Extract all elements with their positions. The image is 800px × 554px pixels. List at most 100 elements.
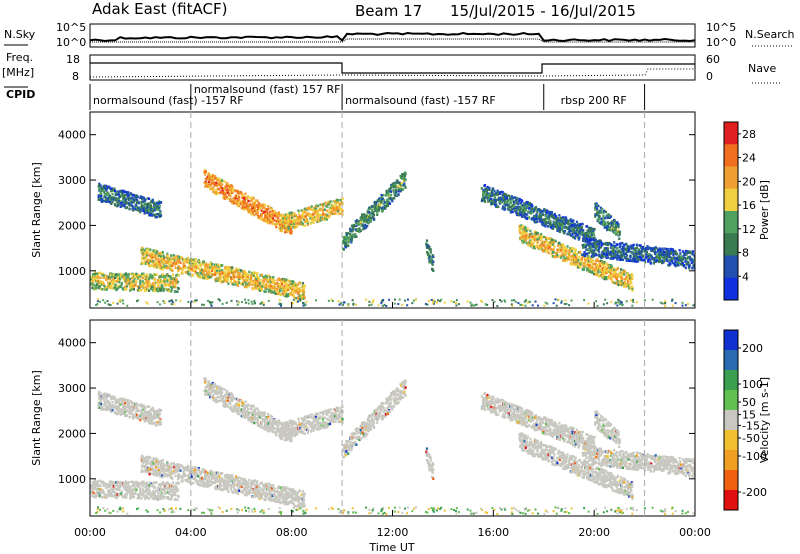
power-echo — [483, 190, 487, 193]
power-echo — [108, 185, 111, 189]
power-echo — [243, 195, 246, 199]
power-echo — [122, 190, 125, 194]
power-echo — [614, 274, 618, 277]
power-echo — [229, 268, 232, 271]
power-echo — [253, 209, 257, 213]
power-echo — [671, 250, 674, 253]
power-echo — [556, 217, 560, 220]
power-echo — [347, 240, 350, 244]
power-echo — [400, 183, 403, 187]
power-echo — [150, 253, 153, 256]
power-echo — [539, 215, 543, 218]
power-echo — [571, 232, 574, 235]
power-echo — [303, 296, 306, 300]
power-echo — [386, 201, 389, 205]
power-echo — [524, 238, 528, 241]
power-echo — [596, 244, 599, 247]
power-echo — [142, 196, 146, 200]
power-echo — [171, 269, 174, 273]
power-echo — [563, 229, 567, 233]
power-echo — [287, 214, 291, 217]
power-echo — [613, 231, 616, 234]
power-echo — [303, 284, 306, 287]
power-echo — [637, 251, 640, 255]
power-echo — [176, 290, 179, 293]
power-echo — [577, 230, 580, 233]
power-echo — [627, 276, 630, 279]
power-echo — [154, 205, 158, 208]
power-echo — [371, 215, 374, 218]
power-echo — [659, 259, 662, 263]
power-echo — [561, 252, 564, 256]
power-echo — [520, 204, 523, 207]
power-echo — [289, 226, 292, 230]
power-echo — [605, 271, 608, 275]
power-echo — [620, 248, 623, 251]
power-echo — [597, 259, 601, 263]
power-echo — [145, 279, 148, 283]
power-echo — [245, 202, 248, 205]
power-echo — [114, 283, 117, 286]
power-echo — [333, 206, 337, 210]
power-echo — [511, 210, 514, 214]
power-echo — [585, 234, 589, 238]
power-echo — [591, 233, 594, 237]
power-echo — [355, 219, 359, 222]
power-echo — [521, 203, 524, 207]
power-echo — [493, 196, 497, 200]
power-echo — [601, 207, 604, 211]
power-echo — [229, 279, 233, 283]
power-echo — [267, 218, 270, 222]
power-echo — [270, 284, 273, 288]
power-echo — [357, 220, 360, 223]
power-echo — [134, 198, 137, 202]
power-echo — [621, 283, 625, 286]
power-echo — [92, 279, 95, 283]
power-echo — [297, 292, 300, 296]
power-echo — [582, 254, 586, 257]
power-echo — [580, 260, 583, 264]
power-echo — [199, 269, 202, 273]
power-echo — [285, 221, 288, 224]
power-echo — [514, 199, 517, 203]
power-echo — [172, 261, 175, 265]
power-echo — [173, 277, 177, 280]
power-echo — [359, 229, 362, 232]
power-echo — [289, 291, 292, 295]
power-echo — [274, 282, 277, 286]
power-echo — [539, 237, 543, 241]
power-echo — [339, 198, 342, 202]
power-echo — [666, 247, 669, 251]
power-echo — [534, 208, 537, 211]
power-echo — [175, 278, 178, 281]
power-echo — [284, 280, 287, 284]
power-echo — [608, 275, 611, 278]
power-echo — [148, 254, 151, 257]
power-echo — [380, 198, 383, 201]
power-echo — [663, 257, 666, 261]
power-echo — [574, 251, 577, 255]
power-echo — [493, 201, 496, 205]
power-echo — [133, 199, 136, 202]
power-echo — [135, 208, 138, 211]
power-echo — [159, 262, 162, 266]
power-echo — [616, 253, 619, 256]
power-echo — [572, 229, 575, 232]
power-echo — [235, 281, 238, 285]
power-echo — [187, 270, 190, 274]
power-echo — [332, 206, 335, 210]
power-echo — [565, 217, 568, 220]
power-echo — [290, 211, 293, 214]
power-echo — [183, 265, 187, 268]
power-echo — [226, 280, 229, 284]
power-echo — [245, 207, 248, 211]
power-echo — [384, 205, 388, 208]
freq-panel: Freq. [MHz] 18 8 60 0 Nave — [2, 51, 780, 84]
power-echo — [515, 209, 518, 212]
power-echo — [284, 218, 287, 221]
power-echo — [146, 253, 149, 257]
power-echo — [622, 252, 625, 255]
power-echo — [132, 200, 136, 204]
power-echo — [619, 251, 622, 254]
power-echo — [510, 195, 514, 198]
